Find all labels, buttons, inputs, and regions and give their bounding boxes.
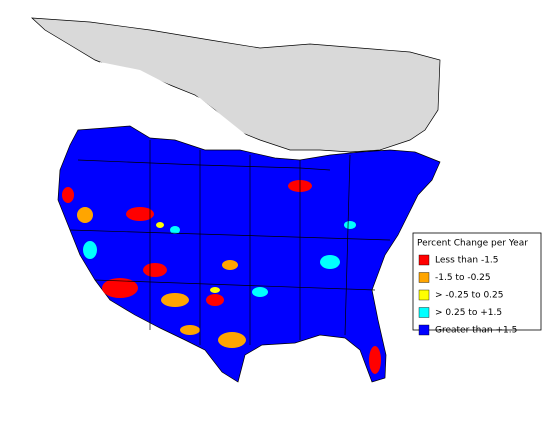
border-line [344,154,351,336]
patch [77,207,93,223]
patch [252,287,268,297]
white-region [100,62,250,150]
boundaries [69,140,391,345]
border-line [94,279,376,291]
legend: Percent Change per Year Less than -1.5 -1… [412,232,542,336]
legend-label: -1.5 to -0.25 [435,273,491,283]
patch [180,325,200,335]
patch [161,293,189,307]
patch [206,294,224,306]
patch [369,346,381,374]
patch [218,332,246,348]
patch [62,187,74,203]
legend-title: Percent Change per Year [417,239,528,249]
legend-swatch [418,254,430,266]
patch [344,221,356,229]
border-line [69,229,391,241]
patch [210,287,220,293]
patch [126,207,154,221]
legend-swatch [418,324,430,336]
map-body [57,125,441,383]
legend-label: > 0.25 to +1.5 [435,308,502,318]
legend-label: Greater than +1.5 [435,326,517,336]
legend-swatch [418,289,430,301]
patch [170,226,180,234]
patch [222,260,238,270]
patch [156,222,164,228]
legend-box [412,232,542,331]
patch [143,263,167,277]
patch [320,255,340,269]
patch [83,241,97,259]
legend-label: > -0.25 to 0.25 [435,291,503,301]
legend-swatch [418,272,430,283]
legend-swatch [418,307,430,318]
patch [102,278,138,298]
legend-label: Less than -1.5 [435,256,499,266]
